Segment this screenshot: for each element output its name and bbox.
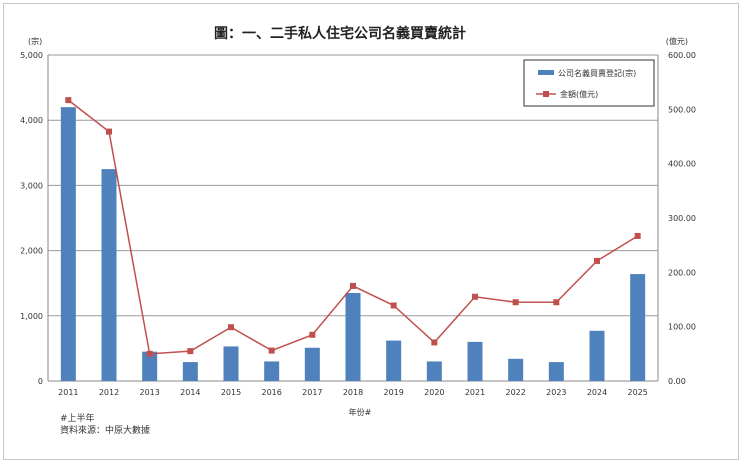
bar-2024	[589, 330, 605, 381]
line-point-2021	[472, 293, 478, 300]
x-tick-label: 2025	[627, 388, 647, 397]
footnote-source: 資料來源：中原大數據	[60, 426, 151, 436]
x-tick-label: 2014	[180, 388, 200, 397]
line-point-2022	[512, 299, 519, 306]
line-point-2014	[187, 348, 194, 355]
x-tick-label: 2023	[546, 388, 566, 397]
x-tick-label: 2018	[343, 388, 363, 397]
line-point-2018	[350, 282, 356, 289]
legend-line-label: 金額(億元)	[560, 89, 598, 99]
right-tick-label: 400.00	[668, 160, 696, 169]
right-tick-label: 200.00	[668, 268, 696, 277]
right-tick-label: 100.00	[668, 323, 696, 332]
right-tick-label: 0.00	[668, 377, 686, 386]
line-point-2024	[594, 257, 600, 264]
left-axis-ticks: 0 1,000 2,000 3,000 4,000 5,000	[20, 51, 43, 386]
line-point-2011	[65, 97, 72, 104]
bar-2020	[426, 361, 442, 381]
right-axis-unit: (億元)	[666, 36, 688, 46]
bar-2014	[182, 362, 198, 381]
line-point-2012	[106, 128, 112, 135]
line-point-2017	[309, 331, 316, 338]
right-tick-label: 500.00	[668, 105, 696, 114]
bar-2013	[142, 351, 158, 381]
bar-2017	[304, 347, 320, 381]
x-axis-ticks: 2011 2012 2013 2014 2015 2016 2017 2018 2019 2020…	[58, 388, 648, 397]
x-tick-label: 2022	[505, 388, 525, 397]
legend-box	[523, 59, 655, 107]
left-tick-label: 1,000	[20, 312, 43, 321]
left-tick-label: 2,000	[20, 247, 43, 256]
bar-2016	[264, 361, 280, 381]
x-tick-label: 2016	[261, 388, 281, 397]
x-tick-label: 2012	[99, 388, 119, 397]
x-tick-label: 2020	[424, 388, 444, 397]
right-tick-label: 600.00	[668, 51, 696, 60]
line-point-2023	[553, 299, 560, 306]
legend: 公司名義買賣登記(宗) 金額(億元)	[523, 59, 655, 107]
bar-2021	[467, 341, 483, 381]
line-point-2020	[431, 339, 438, 346]
x-tick-label: 2024	[587, 388, 607, 397]
left-tick-label: 4,000	[20, 116, 43, 125]
bar-series	[60, 107, 646, 381]
legend-line-marker	[543, 91, 549, 97]
x-tick-label: 2015	[221, 388, 241, 397]
bar-2011	[60, 107, 76, 381]
bar-2025	[630, 274, 646, 381]
x-tick-label: 2011	[58, 388, 78, 397]
chart-title: 圖：一、二手私人住宅公司名義買賣統計	[214, 25, 466, 42]
footnote-half-year: #上半年	[60, 414, 95, 424]
x-tick-label: 2017	[302, 388, 322, 397]
line-point-2019	[390, 302, 397, 309]
x-tick-label: 2021	[465, 388, 485, 397]
legend-bar-label: 公司名義買賣登記(宗)	[558, 68, 636, 78]
left-tick-label: 0	[38, 377, 43, 386]
x-tick-label: 2013	[139, 388, 159, 397]
bar-2022	[508, 358, 524, 381]
bar-2018	[345, 292, 361, 381]
left-tick-label: 3,000	[20, 181, 43, 190]
line-point-2013	[146, 350, 153, 357]
line-series	[65, 97, 641, 357]
bar-2015	[223, 346, 239, 381]
line-point-2025	[634, 232, 641, 239]
x-axis-label: 年份#	[349, 407, 372, 417]
left-axis-unit: (宗)	[28, 36, 42, 46]
bar-2019	[386, 340, 402, 381]
right-axis-ticks: 0.00 100.00 200.00 300.00 400.00 500.00 600.00	[668, 51, 696, 386]
legend-bar-swatch	[538, 70, 554, 75]
line-point-2015	[228, 324, 234, 331]
x-tick-label: 2019	[383, 388, 403, 397]
right-tick-label: 300.00	[668, 214, 696, 223]
bar-2023	[548, 362, 564, 381]
line-point-2016	[268, 347, 275, 354]
left-tick-label: 5,000	[20, 51, 43, 60]
bar-2012	[101, 169, 117, 381]
